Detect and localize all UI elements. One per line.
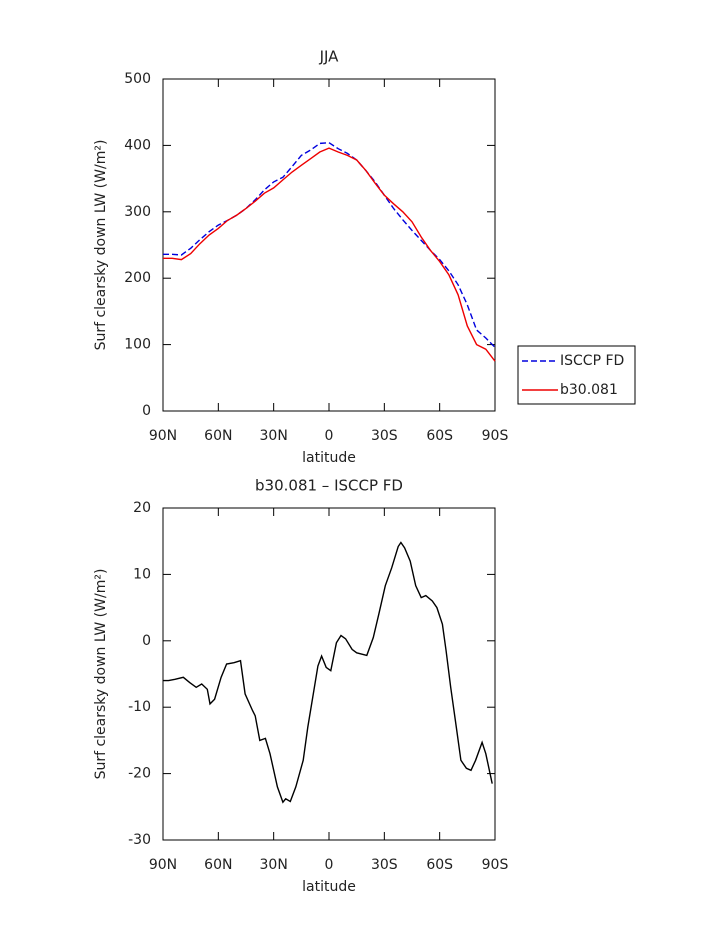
x-tick-label: 60N [204, 857, 232, 873]
plot-frame [162, 78, 496, 412]
x-tick-label: 30N [260, 428, 288, 444]
x-tick-label: 90S [482, 428, 509, 444]
data-line [163, 141, 496, 348]
x-tick-label: 30S [371, 428, 398, 444]
x-tick-label: 90N [149, 857, 177, 873]
y-tick-label: 10 [133, 566, 151, 582]
data-line [163, 147, 496, 362]
y-tick-label: 100 [124, 337, 151, 353]
y-tick-label: 0 [142, 403, 151, 419]
chart-title: b30.081 – ISCCP FD [255, 477, 403, 495]
y-tick-label: -30 [128, 832, 151, 848]
y-tick-label: 20 [133, 500, 151, 516]
y-tick-label: -20 [128, 766, 151, 782]
x-tick-label: 90S [482, 857, 509, 873]
legend-label: b30.081 [560, 382, 618, 398]
y-tick-label: 400 [124, 137, 151, 153]
x-tick-label: 60S [426, 857, 453, 873]
y-tick-label: -10 [128, 699, 151, 715]
data-line [163, 541, 493, 804]
y-tick-label: 200 [124, 270, 151, 286]
y-tick-label: 0 [142, 633, 151, 649]
x-axis-label: latitude [302, 879, 356, 895]
y-axis-label: Surf clearsky down LW (W/m²) [93, 140, 109, 351]
x-axis-label: latitude [302, 450, 356, 466]
x-tick-label: 60N [204, 428, 232, 444]
legend-frame [517, 345, 636, 405]
y-tick-label: 500 [124, 71, 151, 87]
chart-title: JJA [319, 48, 340, 66]
x-tick-label: 30N [260, 857, 288, 873]
x-tick-label: 90N [149, 428, 177, 444]
x-tick-label: 60S [426, 428, 453, 444]
x-tick-label: 0 [325, 857, 334, 873]
legend-label: ISCCP FD [560, 353, 624, 369]
plot-frame [162, 507, 496, 841]
x-tick-label: 0 [325, 428, 334, 444]
y-axis-label: Surf clearsky down LW (W/m²) [93, 569, 109, 780]
y-tick-label: 300 [124, 204, 151, 220]
x-tick-label: 30S [371, 857, 398, 873]
